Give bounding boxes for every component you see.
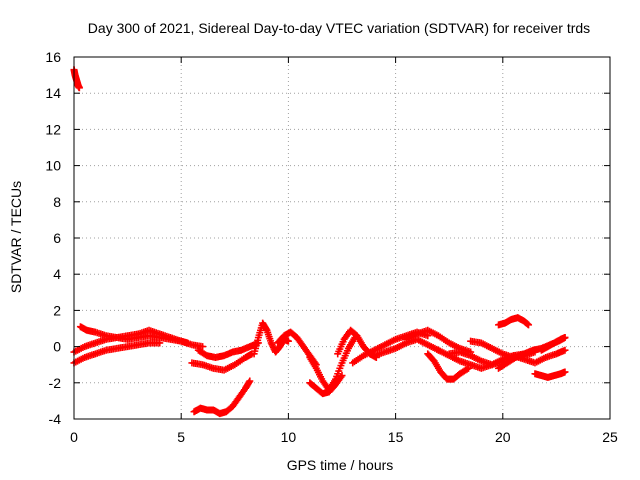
data-point xyxy=(75,84,83,92)
axis-ticks: 0 5 10 15 20 25 -4 -2 0 2 4 6 8 10 12 14 16 xyxy=(45,49,618,445)
data-points xyxy=(70,66,569,418)
series-arc-dip-a xyxy=(188,350,256,374)
data-point xyxy=(561,334,569,342)
x-tick-label: 15 xyxy=(388,429,404,445)
series-arc-mid-morning xyxy=(70,332,207,356)
y-tick-label: 16 xyxy=(45,49,61,65)
data-point xyxy=(338,372,346,380)
y-tick-label: 2 xyxy=(53,302,61,318)
series-arc-low-trough xyxy=(190,377,254,418)
data-point xyxy=(156,339,164,347)
data-point xyxy=(199,343,207,351)
series-arc-22h-upper xyxy=(537,334,569,354)
series-arc-17h-dip xyxy=(424,350,472,383)
series-arc-20h-high xyxy=(495,314,533,329)
data-point xyxy=(284,337,292,345)
data-point xyxy=(525,321,533,329)
x-tick-label: 5 xyxy=(177,429,185,445)
series-arc-21h xyxy=(510,346,569,367)
y-tick-label: -4 xyxy=(49,411,62,427)
x-tick-label: 25 xyxy=(602,429,618,445)
series-arc-11h-dip xyxy=(306,334,359,394)
data-point xyxy=(246,377,254,385)
y-tick-label: 8 xyxy=(53,194,61,210)
y-tick-label: 12 xyxy=(45,121,61,137)
y-tick-label: 14 xyxy=(45,85,61,101)
x-tick-label: 20 xyxy=(495,429,511,445)
chart-title: Day 300 of 2021, Sidereal Day-to-day VTE… xyxy=(88,20,590,36)
y-tick-label: -2 xyxy=(49,375,62,391)
data-point xyxy=(561,346,569,354)
series-arc-early-high xyxy=(70,66,83,92)
series-arc-16h xyxy=(402,326,475,356)
data-point xyxy=(337,373,345,381)
series-arc-lower-morning xyxy=(70,339,164,367)
y-tick-label: 4 xyxy=(53,266,61,282)
y-tick-label: 10 xyxy=(45,158,61,174)
x-axis-label: GPS time / hours xyxy=(287,457,394,473)
series-arc-low-11h xyxy=(306,372,346,398)
series-arc-22h-low xyxy=(531,368,569,381)
x-tick-label: 10 xyxy=(281,429,297,445)
y-axis-label: SDTVAR / TECUs xyxy=(8,181,24,293)
data-point xyxy=(561,368,569,376)
x-tick-label: 0 xyxy=(70,429,78,445)
series-arc-dip-b xyxy=(194,339,262,361)
y-tick-label: 6 xyxy=(53,230,61,246)
y-tick-label: 0 xyxy=(53,339,61,355)
